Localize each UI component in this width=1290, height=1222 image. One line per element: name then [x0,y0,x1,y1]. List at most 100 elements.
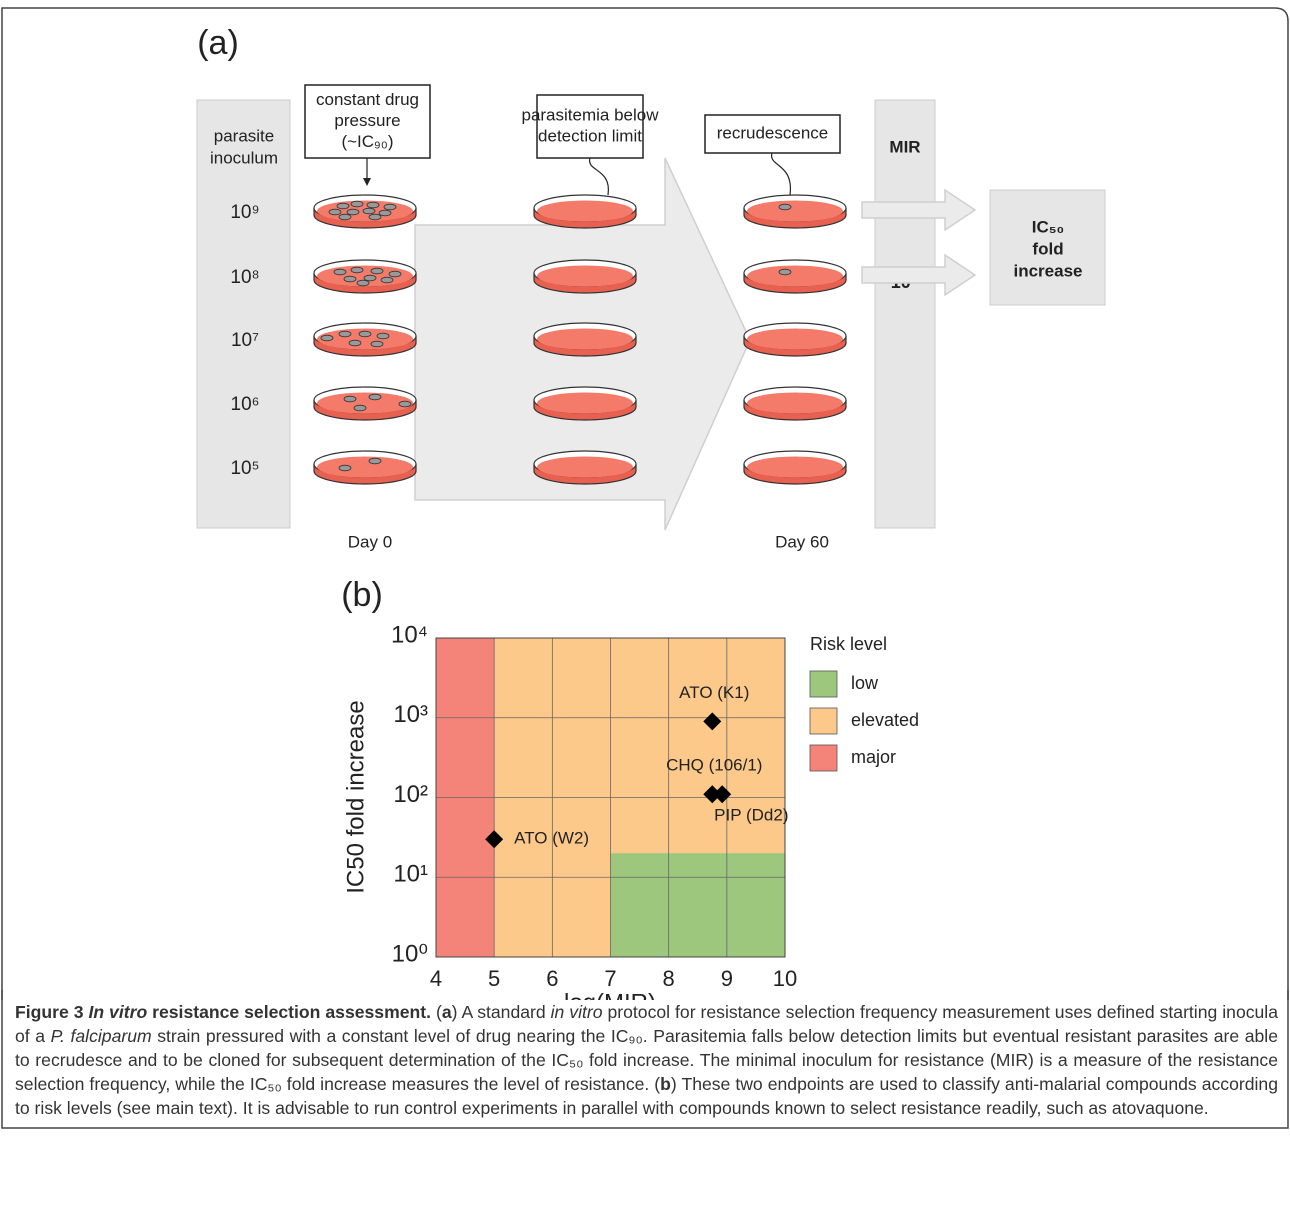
colony [364,275,376,281]
y-tick-label: 10⁴ [391,621,428,648]
day-label: Day 0 [348,532,392,551]
dish-medium [537,329,633,350]
dish-medium [747,266,843,287]
colony [377,333,389,339]
dish-medium [537,201,633,222]
colony [359,331,371,337]
caption-text: In vitro [88,1002,147,1022]
dish-medium [747,201,843,222]
dish-medium [537,266,633,287]
dish-medium [317,393,413,414]
y-tick-label: 10³ [393,701,428,728]
legend-swatch [810,708,837,734]
colony [384,204,396,210]
caption-text: in vitro [551,1002,603,1022]
caption-text: a [442,1002,452,1022]
callout-text: recrudescence [717,123,829,142]
dish-medium [747,329,843,350]
legend-label: elevated [851,710,919,730]
colony [347,209,359,215]
legend-title: Risk level [810,634,887,654]
colony [344,396,356,402]
colony [369,394,381,400]
inoculum-label: 10⁷ [231,330,259,351]
callout-line [590,158,609,195]
x-tick-label: 6 [546,966,558,991]
colony [369,214,381,220]
colony [354,405,366,411]
figure: (a)parasiteinoculum10⁹10⁸10⁷10⁶10⁵MIR10⁸… [0,0,1290,1000]
x-axis-label: log(MIR) [564,989,656,1000]
x-tick-label: 9 [721,966,733,991]
point-label: ATO (W2) [514,829,589,848]
y-tick-label: 10² [393,781,428,808]
panel-label: (b) [341,576,383,614]
callout-text: pressure [334,111,400,130]
caption-text: resistance selection assessment. [147,1002,431,1022]
point-label: PIP (Dd2) [714,806,788,825]
caption: Figure 3 In vitro resistance selection a… [15,1000,1278,1120]
dish-medium [537,393,633,414]
colony [371,341,383,347]
mir-header: MIR [889,137,920,156]
legend-swatch [810,745,837,771]
legend-swatch [810,671,837,697]
column-header: inoculum [210,148,278,167]
inoculum-label: 10⁶ [231,394,260,415]
point-label: ATO (K1) [679,683,749,702]
colony [329,209,341,215]
inoculum-label: 10⁹ [230,202,259,223]
colony [399,401,411,407]
caption-text: Figure 3 [15,1002,88,1022]
caption-text: ( [431,1002,442,1022]
colony [371,268,383,274]
callout-text: constant drug [316,90,419,109]
column-header: parasite [214,126,274,145]
dish-medium [537,457,633,478]
colony [351,267,363,273]
colony [357,280,369,286]
colony [779,269,791,275]
colony [339,331,351,337]
colony [381,277,393,283]
dish-medium [747,457,843,478]
y-axis-label: IC50 fold increase [342,700,369,893]
x-tick-label: 5 [488,966,500,991]
caption-text: ) A standard [452,1002,551,1022]
dish-medium [317,457,413,478]
callout-text: (~IC₉₀) [341,132,393,151]
dish-medium [747,393,843,414]
inoculum-label: 10⁸ [230,267,259,288]
colony [363,208,375,214]
result-label: increase [1014,261,1083,280]
colony [379,210,391,216]
colony [321,335,333,341]
legend-label: major [851,747,896,767]
inoculum-label: 10⁵ [230,458,259,479]
y-tick-label: 10¹ [393,861,428,888]
day-label: Day 60 [775,532,829,551]
colony [369,458,381,464]
colony [344,276,356,282]
result-label: fold [1032,239,1063,258]
colony [779,204,791,210]
colony [349,340,361,346]
x-tick-label: 7 [604,966,616,991]
callout-text: parasitemia below [521,105,659,124]
x-tick-label: 8 [663,966,675,991]
result-label: IC₅₀ [1032,217,1064,236]
legend-label: low [851,673,879,693]
colony [339,465,351,471]
callout-arrowhead [363,178,371,186]
callout-text: detection limit [538,126,642,145]
x-tick-label: 4 [430,966,442,991]
panel-label: (a) [197,24,239,62]
x-tick-label: 10 [773,966,797,991]
colony [334,269,346,275]
point-label: CHQ (106/1) [666,756,762,775]
y-tick-label: 10⁰ [392,940,428,967]
colony [389,271,401,277]
colony [339,214,351,220]
caption-text: b [660,1074,671,1094]
figure-page: (a)parasiteinoculum10⁹10⁸10⁷10⁶10⁵MIR10⁸… [0,0,1290,1222]
